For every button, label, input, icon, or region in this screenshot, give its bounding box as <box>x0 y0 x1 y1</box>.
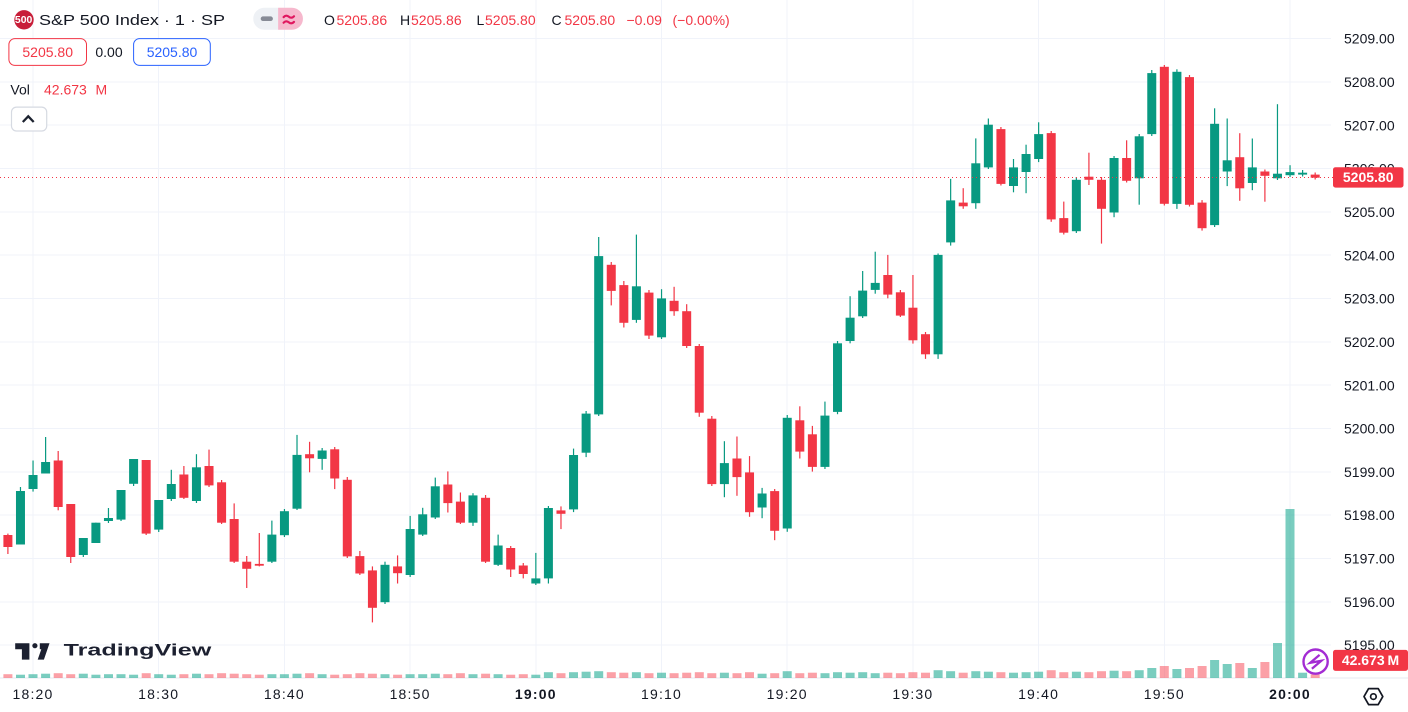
svg-text:18:50: 18:50 <box>390 686 431 702</box>
svg-text:18:20: 18:20 <box>12 686 53 702</box>
svg-text:500: 500 <box>15 15 33 26</box>
svg-text:5199.00: 5199.00 <box>1344 464 1395 480</box>
svg-text:19:40: 19:40 <box>1018 686 1059 702</box>
svg-text:19:30: 19:30 <box>892 686 933 702</box>
svg-text:5200.00: 5200.00 <box>1344 421 1395 437</box>
svg-text:5204.00: 5204.00 <box>1344 247 1395 263</box>
svg-text:5198.00: 5198.00 <box>1344 507 1395 523</box>
svg-text:5201.00: 5201.00 <box>1344 377 1395 393</box>
svg-text:S&P 500 Index · 1 · SP: S&P 500 Index · 1 · SP <box>39 12 225 29</box>
svg-text:Vol: Vol <box>10 81 29 97</box>
svg-text:0.00: 0.00 <box>95 44 122 60</box>
svg-text:5205.80: 5205.80 <box>1343 169 1394 185</box>
svg-text:20:00: 20:00 <box>1269 686 1311 702</box>
svg-text:18:30: 18:30 <box>138 686 179 702</box>
svg-text:5197.00: 5197.00 <box>1344 551 1395 567</box>
svg-text:5202.00: 5202.00 <box>1344 334 1395 350</box>
svg-text:TradingView: TradingView <box>64 641 212 659</box>
svg-text:19:50: 19:50 <box>1144 686 1185 702</box>
svg-text:5205.80: 5205.80 <box>22 44 73 60</box>
svg-text:19:10: 19:10 <box>641 686 682 702</box>
svg-text:18:40: 18:40 <box>264 686 305 702</box>
svg-text:5203.00: 5203.00 <box>1344 291 1395 307</box>
svg-text:5195.00: 5195.00 <box>1344 637 1395 653</box>
svg-text:19:20: 19:20 <box>767 686 808 702</box>
svg-text:5205.00: 5205.00 <box>1344 204 1395 220</box>
svg-text:42.673 M: 42.673 M <box>1342 652 1399 668</box>
svg-text:5208.00: 5208.00 <box>1344 74 1395 90</box>
svg-text:5205.80: 5205.80 <box>147 44 198 60</box>
svg-text:19:00: 19:00 <box>515 686 557 702</box>
svg-text:5209.00: 5209.00 <box>1344 31 1395 47</box>
svg-text:5196.00: 5196.00 <box>1344 594 1395 610</box>
svg-text:5207.00: 5207.00 <box>1344 117 1395 133</box>
